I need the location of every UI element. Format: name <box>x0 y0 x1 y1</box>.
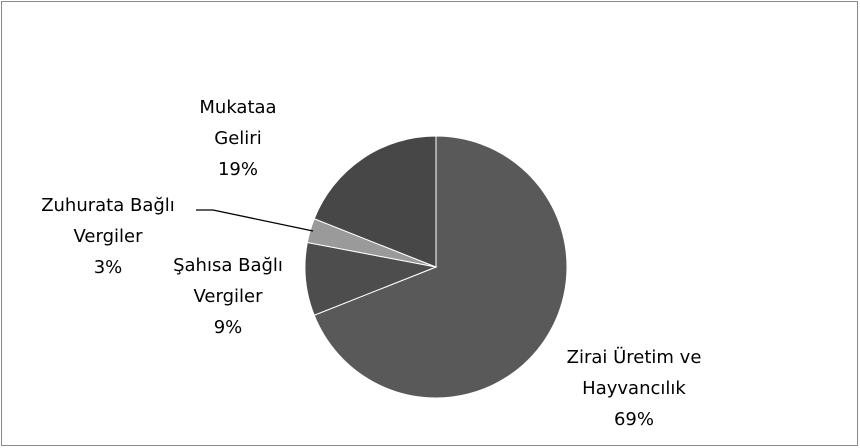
pie-slice <box>313 135 568 399</box>
value-label: 9% <box>213 317 243 338</box>
category-label: Zuhurata Bağlı Vergiler <box>41 195 175 247</box>
category-label: Mukataa Geliri <box>199 97 277 149</box>
category-label: Zirai Üretim ve Hayvancılık <box>566 347 702 399</box>
leader-line <box>196 209 314 232</box>
pie-slice <box>313 135 437 268</box>
value-label: 69% <box>613 409 654 430</box>
slice-label: Şahısa Bağlı Vergiler 9% <box>153 250 303 343</box>
slice-label: Mukataa Geliri 19% <box>178 92 298 185</box>
slice-label: Zuhurata Bağlı Vergiler 3% <box>23 190 193 283</box>
value-label: 3% <box>93 257 123 278</box>
value-label: 19% <box>217 159 258 180</box>
category-label: Şahısa Bağlı Vergiler <box>173 255 283 307</box>
slice-label: Zirai Üretim ve Hayvancılık 69% <box>549 342 719 435</box>
